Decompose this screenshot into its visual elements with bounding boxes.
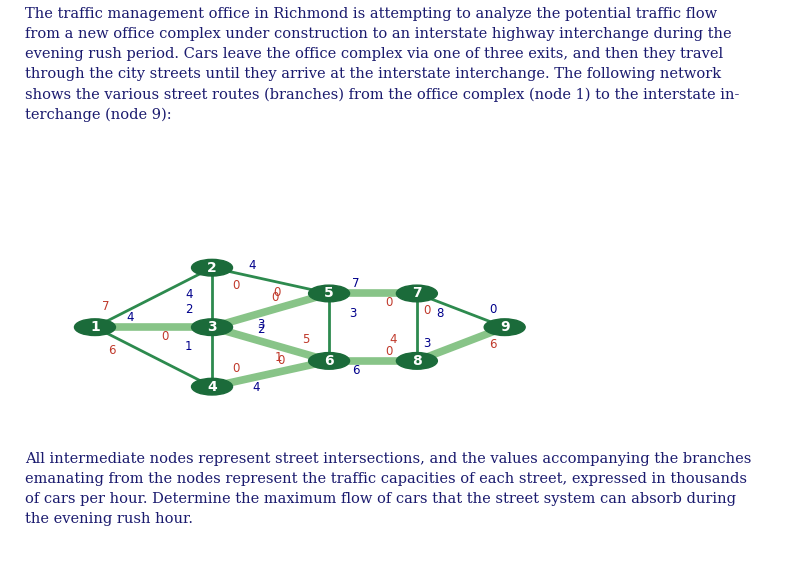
Circle shape xyxy=(192,319,233,336)
Text: 8: 8 xyxy=(436,307,444,320)
Text: 4: 4 xyxy=(208,379,217,394)
Text: 6: 6 xyxy=(108,344,115,358)
Text: 3: 3 xyxy=(349,307,356,320)
Text: 3: 3 xyxy=(424,338,431,350)
Circle shape xyxy=(308,285,350,302)
Text: All intermediate nodes represent street intersections, and the values accompanyi: All intermediate nodes represent street … xyxy=(25,452,752,526)
Text: 5: 5 xyxy=(324,286,334,300)
Text: 4: 4 xyxy=(185,288,193,301)
Text: 7: 7 xyxy=(352,277,359,290)
Circle shape xyxy=(192,378,233,395)
Text: 0: 0 xyxy=(277,354,284,367)
Text: 4: 4 xyxy=(249,259,256,272)
Text: 1: 1 xyxy=(185,340,193,352)
Text: The traffic management office in Richmond is attempting to analyze the potential: The traffic management office in Richmon… xyxy=(25,7,739,122)
Text: 6: 6 xyxy=(352,364,359,377)
Text: 1: 1 xyxy=(90,320,100,334)
Text: 0: 0 xyxy=(162,330,169,343)
Text: 0: 0 xyxy=(385,297,392,309)
Circle shape xyxy=(396,285,437,302)
Circle shape xyxy=(484,319,525,336)
Text: 4: 4 xyxy=(390,333,397,346)
Text: 0: 0 xyxy=(489,303,496,316)
Text: 0: 0 xyxy=(271,291,279,304)
Text: 6: 6 xyxy=(324,354,334,368)
Text: 7: 7 xyxy=(412,286,421,300)
Text: 0: 0 xyxy=(232,362,239,375)
Text: 6: 6 xyxy=(489,339,496,351)
Circle shape xyxy=(192,259,233,276)
Text: 5: 5 xyxy=(302,333,309,346)
Text: 3: 3 xyxy=(257,319,264,331)
Text: 2: 2 xyxy=(257,323,264,336)
Circle shape xyxy=(396,352,437,369)
Text: 0: 0 xyxy=(273,286,281,299)
Text: 3: 3 xyxy=(208,320,217,334)
Text: 1: 1 xyxy=(275,351,282,364)
Circle shape xyxy=(308,352,350,369)
Text: 0: 0 xyxy=(232,279,239,292)
Text: 4: 4 xyxy=(252,381,260,394)
Text: 2: 2 xyxy=(208,261,217,275)
Text: 4: 4 xyxy=(126,311,134,324)
Text: 8: 8 xyxy=(412,354,422,368)
Text: 0: 0 xyxy=(424,304,431,317)
Text: 2: 2 xyxy=(185,303,193,316)
Circle shape xyxy=(74,319,115,336)
Text: 9: 9 xyxy=(500,320,510,334)
Text: 7: 7 xyxy=(103,300,110,313)
Text: 0: 0 xyxy=(385,345,392,358)
